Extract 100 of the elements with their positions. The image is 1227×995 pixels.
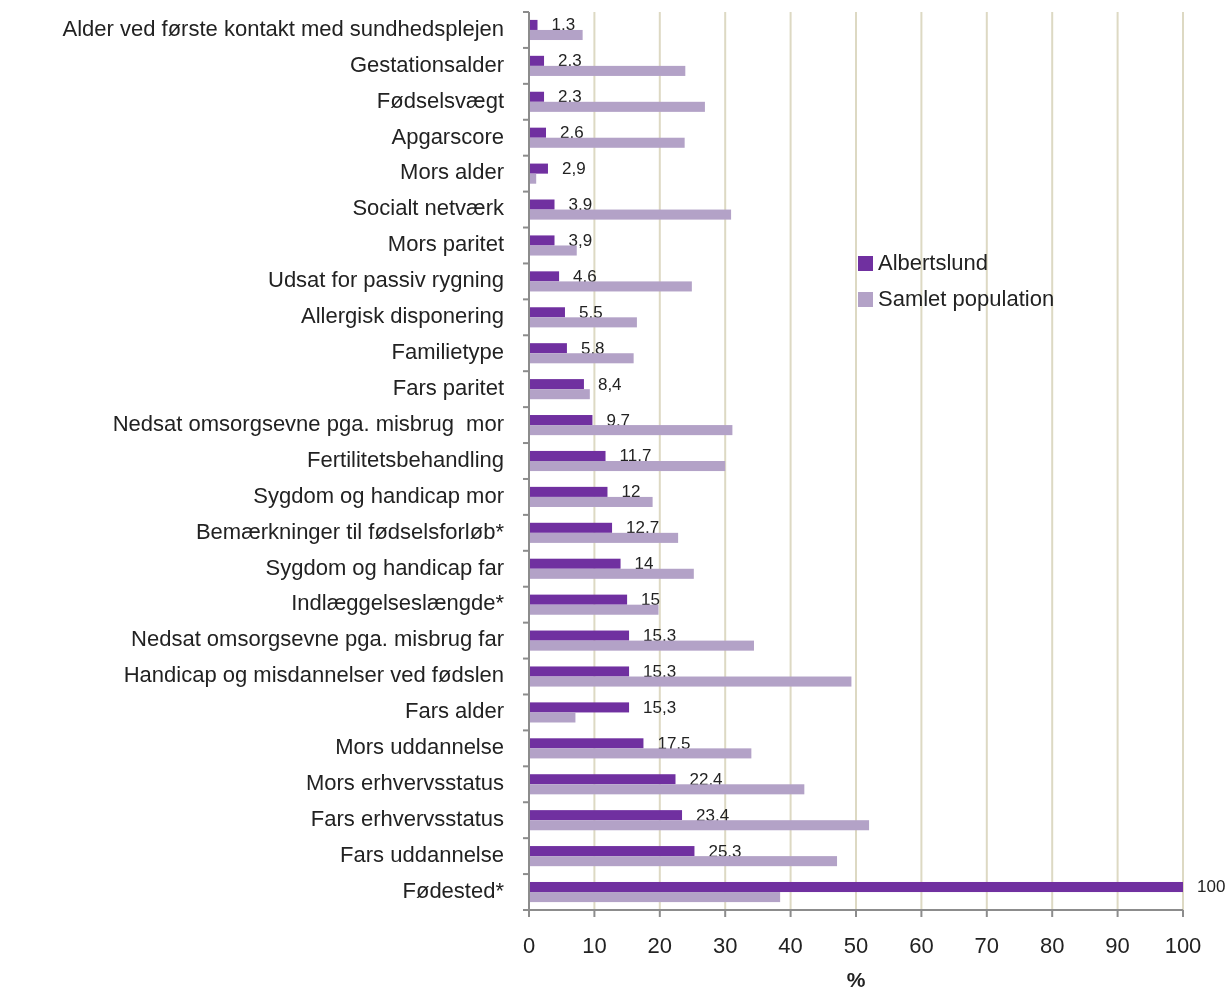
bar [529,101,705,112]
bar [529,29,583,41]
bar [529,748,752,759]
x-tick-label: 0 [522,933,536,958]
data-label: 4,6 [573,266,597,286]
bar [529,784,805,795]
bar [529,676,852,687]
y-tick-label: Socialt netværk [352,195,505,221]
y-tick-label: Fertilitetsbehandling [307,446,504,472]
y-tick-label: Gestationsalder [349,51,504,77]
bar [529,594,628,605]
y-tick-label: Udsat for passiv rygning [268,267,504,293]
bar [529,353,634,364]
bar [529,235,555,246]
y-tick-label: Alder ved første kontakt med sundhedsplejen [62,15,504,41]
bar [529,450,606,461]
data-label: 14 [634,554,654,574]
y-tick-label: Indlæggelseslængde* [291,590,505,616]
y-tick-label: Mors erhvervsstatus [305,770,504,796]
data-label: 100 [1197,877,1226,897]
x-tick-label: 20 [647,933,673,958]
data-label: 12 [621,482,641,502]
y-tick-label: Familietype [391,339,504,365]
x-tick-label: 10 [582,933,607,958]
x-tick-label: 70 [974,933,1000,958]
bar [529,496,653,507]
bar [529,856,838,867]
bar [529,702,630,713]
x-axis-title: % [846,968,866,991]
bar [529,846,695,857]
bar [529,55,545,66]
data-label: 1,3 [551,15,576,35]
x-tick-label: 60 [909,933,934,958]
data-label: 15,3 [643,626,677,646]
bar [529,65,686,76]
bar [529,127,546,138]
x-tick-label: 50 [843,933,869,958]
data-label: 17,5 [657,733,691,753]
data-label: 5,8 [580,338,605,358]
bar [529,317,637,328]
data-label: 9,7 [606,410,631,430]
data-label: 2,3 [558,51,582,71]
y-tick-label: Sygdom og handicap far [265,554,504,580]
bar [529,163,548,174]
legend-label: Samlet population [878,285,1055,311]
bar [529,271,560,282]
data-label: 15,3 [643,661,677,681]
bar [529,712,576,723]
y-tick-label: Fars uddannelse [340,841,504,867]
bar [529,774,676,785]
y-tick-label: Handicap og misdannelser ved fødslen [123,662,504,688]
bar [529,389,590,400]
bar [529,307,565,318]
bar [529,522,613,533]
data-label: 23,4 [696,805,730,825]
bar [529,810,683,821]
y-tick-label: Fødselsvægt [376,87,504,113]
y-tick-label: Mors paritet [387,231,504,257]
bar [529,425,733,436]
x-tick-label: 90 [1105,933,1130,958]
x-tick-label: 100 [1164,933,1202,958]
data-label: 3,9 [568,230,593,250]
bar [529,630,630,641]
data-label: 15,3 [643,697,677,717]
bar [529,137,685,148]
bar [529,892,781,903]
legend-label: Albertslund [878,249,989,275]
bar [529,199,555,210]
data-label: 15 [641,590,661,610]
y-tick-label: Fars erhvervsstatus [310,806,504,832]
y-tick-label: Fars paritet [392,374,504,400]
y-tick-label: Mors alder [400,159,504,185]
bar [529,532,679,543]
x-tick-label: 30 [712,933,738,958]
x-tick-label: 40 [778,933,803,958]
bar [529,343,567,354]
data-label: 12,7 [626,518,660,538]
y-tick-label: Fødested* [402,877,505,903]
bar [529,461,726,472]
bar [529,666,630,677]
bar [529,881,1183,893]
y-tick-label: Sygdom og handicap mor [253,482,504,508]
bar [529,379,584,390]
y-tick-label: Bemærkninger til fødselsforløb* [195,518,505,544]
x-tick-label: 80 [1039,933,1065,958]
data-label: 3,9 [568,195,593,215]
bar [529,820,870,831]
y-tick-label: Fars alder [404,698,504,724]
y-tick-label: Allergisk disponering [301,303,504,329]
data-label: 2,6 [560,123,584,143]
data-label: 2,3 [558,87,582,107]
y-tick-label: Mors uddannelse [335,734,504,760]
data-label: 25,3 [708,841,742,861]
bar [529,604,659,615]
data-label: 11,7 [619,446,652,466]
bar [529,209,732,220]
data-label: 2,9 [561,159,586,179]
bar [529,486,608,497]
bar [529,415,593,426]
data-label: 5,5 [578,302,603,322]
